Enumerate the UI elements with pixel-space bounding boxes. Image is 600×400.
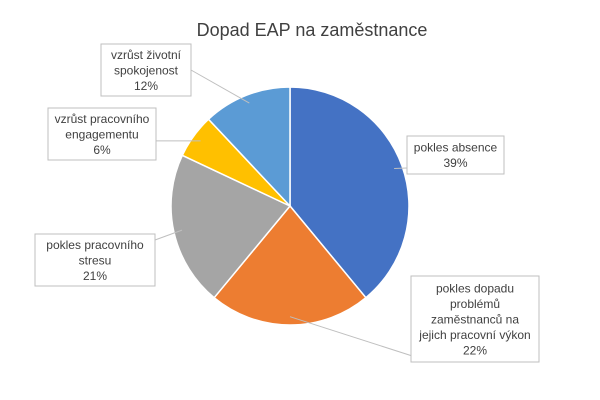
data-label-category: pokles dopadu xyxy=(436,281,514,295)
data-label-value: 39% xyxy=(443,156,467,170)
data-label-value: 12% xyxy=(134,79,158,93)
pie-slice-vykon xyxy=(213,204,367,326)
leader-line-vykon xyxy=(289,316,432,363)
pie-slice-stres xyxy=(170,154,292,299)
data-label-category: problémů xyxy=(450,297,500,311)
pie-slices xyxy=(170,86,410,326)
callout-leaders xyxy=(154,69,432,363)
data-label-category: stresu xyxy=(79,253,112,267)
callout-box xyxy=(410,275,540,363)
data-label-category: pokles pracovního xyxy=(46,238,144,252)
leader-line-absence xyxy=(394,167,408,169)
data-label-category: spokojenost xyxy=(114,63,179,77)
data-label-value: 6% xyxy=(93,143,111,157)
pie-slice-spokojenost xyxy=(207,86,291,208)
callout-box xyxy=(34,233,156,287)
callout-box xyxy=(100,43,192,97)
leader-line-stres xyxy=(154,229,183,241)
callout-box xyxy=(47,107,157,161)
data-label-category: pokles absence xyxy=(414,141,498,155)
data-label-category: zaměstnanců na xyxy=(431,312,519,326)
data-label-value: 22% xyxy=(463,343,487,357)
data-label-category: vzrůst pracovního xyxy=(55,112,150,126)
callout-box xyxy=(406,135,505,175)
leader-line-spokojenost xyxy=(190,69,250,104)
data-label-value: 21% xyxy=(83,269,107,283)
pie-slice-absence xyxy=(289,86,410,299)
data-label-category: jejich pracovní výkon xyxy=(418,328,530,342)
data-label-category: vzrůst životní xyxy=(111,48,182,62)
data-label-category: engagementu xyxy=(65,127,138,141)
chart-title: Dopad EAP na zaměstnance xyxy=(197,20,428,40)
